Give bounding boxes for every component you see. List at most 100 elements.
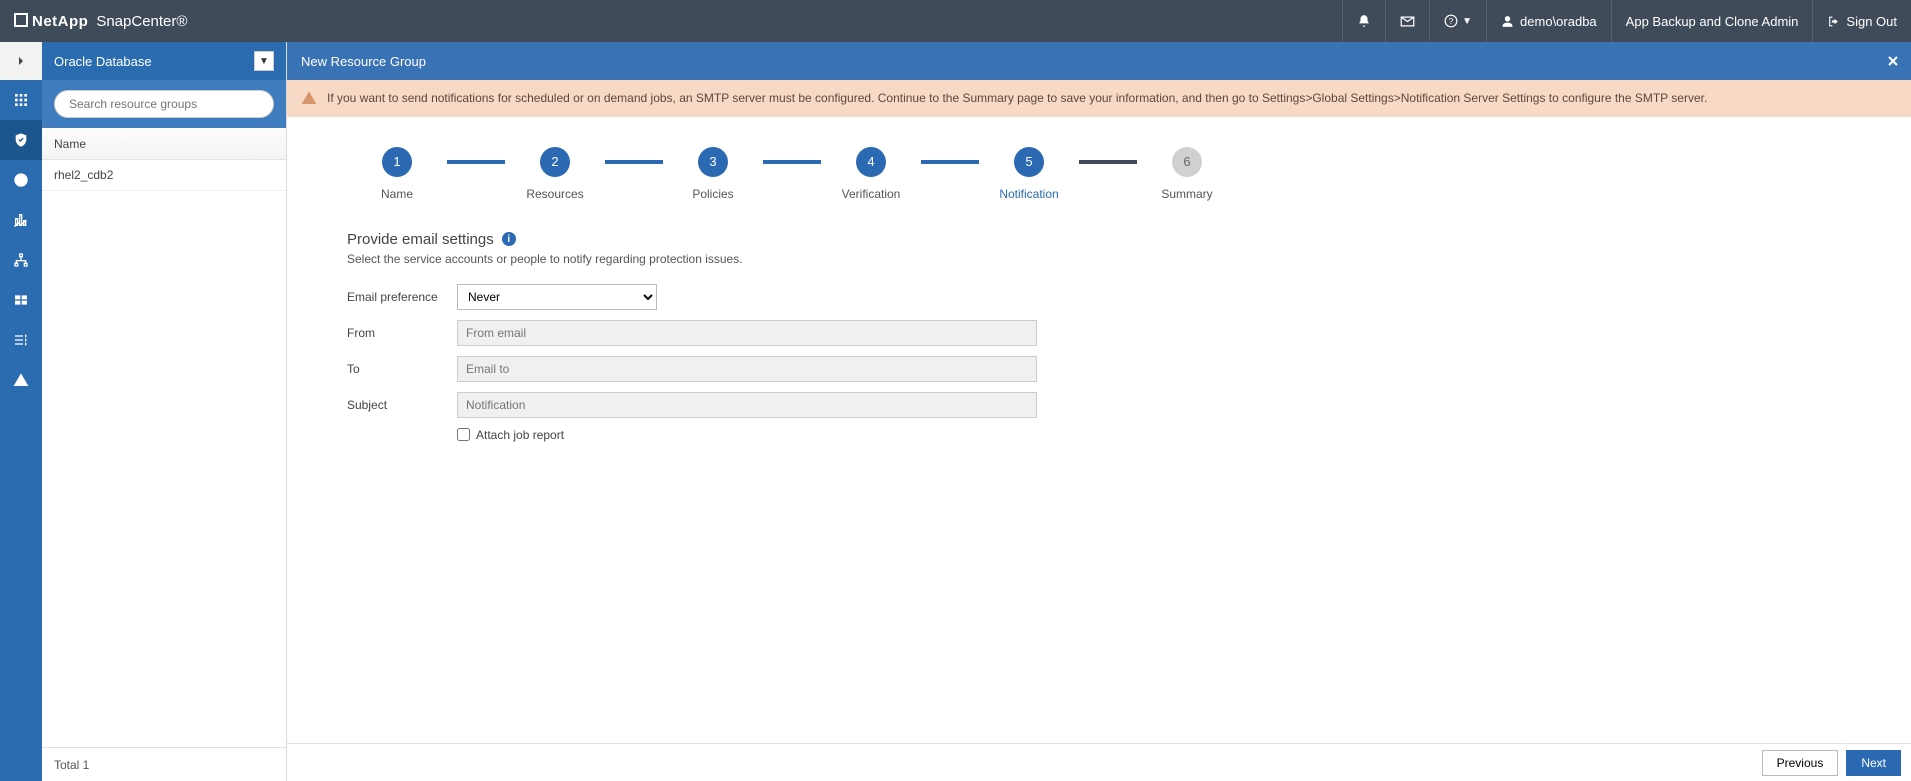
rail-alerts[interactable] xyxy=(0,360,42,400)
from-input[interactable] xyxy=(457,320,1037,346)
email-pref-select[interactable]: Never xyxy=(457,284,657,310)
topbar: NetApp SnapCenter® ? ▼ demo\oradba App B… xyxy=(0,0,1911,42)
next-button[interactable]: Next xyxy=(1846,750,1901,776)
sidebar-search xyxy=(42,80,286,128)
from-label: From xyxy=(347,326,457,340)
step-label: Name xyxy=(381,187,413,201)
col-name-label: Name xyxy=(54,137,86,151)
alert-text: If you want to send notifications for sc… xyxy=(327,91,1707,105)
step-bubble: 1 xyxy=(382,147,412,177)
section-title: Provide email settings i xyxy=(347,231,1851,248)
sidebar-db-dropdown[interactable]: ▼ xyxy=(254,51,274,71)
section-subtitle: Select the service accounts or people to… xyxy=(347,252,1851,266)
search-input[interactable] xyxy=(54,90,274,118)
previous-button[interactable]: Previous xyxy=(1762,750,1839,776)
sidebar-header: Oracle Database ▼ xyxy=(42,42,286,80)
attach-report-label: Attach job report xyxy=(476,428,564,442)
rail-storage[interactable] xyxy=(0,280,42,320)
sidebar-rows: rhel2_cdb2 xyxy=(42,160,286,747)
chevron-right-icon xyxy=(13,53,29,69)
user-icon xyxy=(1501,15,1514,28)
step-bubble: 6 xyxy=(1172,147,1202,177)
to-label: To xyxy=(347,362,457,376)
brand-logo: NetApp xyxy=(14,12,88,30)
sidebar-footer: Total 1 xyxy=(42,747,286,781)
left-nav-rail xyxy=(0,42,42,781)
rail-hosts[interactable] xyxy=(0,240,42,280)
caret-down-icon: ▼ xyxy=(1462,16,1472,27)
signout-button[interactable]: Sign Out xyxy=(1812,0,1911,42)
rail-dashboard[interactable] xyxy=(0,80,42,120)
attach-report-row[interactable]: Attach job report xyxy=(457,428,1851,442)
email-form: Email preference Never From To S xyxy=(347,284,1851,442)
warning-triangle-icon xyxy=(301,90,317,111)
close-button[interactable] xyxy=(1879,42,1907,80)
step-connector xyxy=(447,160,505,164)
step-label: Notification xyxy=(999,187,1058,201)
step-label: Verification xyxy=(842,187,901,201)
svg-text:?: ? xyxy=(1449,17,1454,26)
warning-icon xyxy=(13,372,29,388)
step-bubble: 4 xyxy=(856,147,886,177)
step-name[interactable]: 1 Name xyxy=(347,147,447,201)
chart-icon xyxy=(13,212,29,228)
brand-product: SnapCenter® xyxy=(96,13,187,30)
storage-icon xyxy=(13,292,29,308)
hierarchy-icon xyxy=(13,252,29,268)
step-label: Policies xyxy=(692,187,733,201)
sidebar-column-header[interactable]: Name xyxy=(42,128,286,160)
role-label: App Backup and Clone Admin xyxy=(1626,14,1799,29)
resource-group-row[interactable]: rhel2_cdb2 xyxy=(42,160,286,191)
step-connector xyxy=(1079,160,1137,164)
messages-button[interactable] xyxy=(1385,0,1429,42)
section-title-text: Provide email settings xyxy=(347,231,494,248)
user-label: demo\oradba xyxy=(1520,14,1597,29)
subject-input[interactable] xyxy=(457,392,1037,418)
step-summary[interactable]: 6 Summary xyxy=(1137,147,1237,201)
step-label: Summary xyxy=(1161,187,1212,201)
info-icon[interactable]: i xyxy=(502,232,516,246)
rail-expand-button[interactable] xyxy=(0,42,42,80)
attach-report-checkbox[interactable] xyxy=(457,428,470,441)
role-label-container[interactable]: App Backup and Clone Admin xyxy=(1611,0,1813,42)
step-notification[interactable]: 5 Notification xyxy=(979,147,1079,201)
brand-company: NetApp xyxy=(32,13,88,30)
main: New Resource Group If you want to send n… xyxy=(287,42,1911,781)
step-connector xyxy=(605,160,663,164)
step-bubble: 5 xyxy=(1014,147,1044,177)
shield-check-icon xyxy=(13,132,29,148)
step-label: Resources xyxy=(526,187,583,201)
step-connector xyxy=(921,160,979,164)
notifications-button[interactable] xyxy=(1342,0,1385,42)
help-button[interactable]: ? ▼ xyxy=(1429,0,1486,42)
to-input[interactable] xyxy=(457,356,1037,382)
step-bubble: 2 xyxy=(540,147,570,177)
help-icon: ? xyxy=(1444,14,1458,28)
step-policies[interactable]: 3 Policies xyxy=(663,147,763,201)
rail-monitor[interactable] xyxy=(0,160,42,200)
subject-label: Subject xyxy=(347,398,457,412)
signout-icon xyxy=(1827,15,1840,28)
step-bubble: 3 xyxy=(698,147,728,177)
sliders-icon xyxy=(13,332,29,348)
sidebar-db-title: Oracle Database xyxy=(54,54,246,69)
step-verification[interactable]: 4 Verification xyxy=(821,147,921,201)
rail-resources[interactable] xyxy=(0,120,42,160)
wizard-steps: 1 Name 2 Resources 3 Policies 4 Verifica… xyxy=(347,147,1851,201)
rail-reports[interactable] xyxy=(0,200,42,240)
sidebar: Oracle Database ▼ Name rhel2_cdb2 Total … xyxy=(42,42,287,781)
activity-icon xyxy=(13,172,29,188)
sidebar-total: Total 1 xyxy=(54,758,89,772)
close-icon xyxy=(1885,53,1901,69)
mail-icon xyxy=(1400,14,1415,29)
wizard-footer: Previous Next xyxy=(287,743,1911,781)
email-pref-label: Email preference xyxy=(347,290,457,304)
step-connector xyxy=(763,160,821,164)
user-menu[interactable]: demo\oradba xyxy=(1486,0,1611,42)
grid-icon xyxy=(13,92,29,108)
wizard-body: 1 Name 2 Resources 3 Policies 4 Verifica… xyxy=(287,117,1911,743)
main-header: New Resource Group xyxy=(287,42,1911,80)
step-resources[interactable]: 2 Resources xyxy=(505,147,605,201)
rail-settings[interactable] xyxy=(0,320,42,360)
smtp-warning: If you want to send notifications for sc… xyxy=(287,80,1911,117)
